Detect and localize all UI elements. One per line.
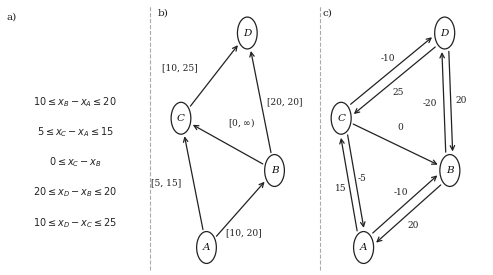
Text: D: D <box>441 29 449 37</box>
Text: [10, 25]: [10, 25] <box>162 63 198 72</box>
Text: b): b) <box>157 8 168 17</box>
Text: 0: 0 <box>398 123 404 132</box>
Circle shape <box>331 102 351 134</box>
Text: -20: -20 <box>423 99 437 108</box>
Text: C: C <box>177 114 185 123</box>
Text: c): c) <box>322 8 332 17</box>
Text: C: C <box>337 114 345 123</box>
Text: -10: -10 <box>380 54 394 63</box>
Circle shape <box>171 102 191 134</box>
Text: $20 \leq x_D - x_B \leq 20$: $20 \leq x_D - x_B \leq 20$ <box>33 186 117 199</box>
Text: A: A <box>203 243 210 252</box>
Text: 20: 20 <box>407 221 419 230</box>
Circle shape <box>197 232 216 263</box>
Circle shape <box>238 17 257 49</box>
Text: $10 \leq x_B - x_A \leq 20$: $10 \leq x_B - x_A \leq 20$ <box>34 95 117 109</box>
Text: 25: 25 <box>393 88 404 97</box>
Text: [20, 20]: [20, 20] <box>267 97 303 106</box>
Text: $0 \leq x_C - x_B$: $0 \leq x_C - x_B$ <box>49 155 102 169</box>
Text: B: B <box>271 166 279 175</box>
Circle shape <box>353 232 374 263</box>
Text: D: D <box>243 29 251 37</box>
Circle shape <box>440 155 460 186</box>
Text: A: A <box>360 243 367 252</box>
Text: [10, 20]: [10, 20] <box>226 228 262 237</box>
Circle shape <box>265 155 284 186</box>
Circle shape <box>435 17 455 49</box>
Text: [0, $\infty$): [0, $\infty$) <box>228 117 255 130</box>
Text: a): a) <box>6 12 16 21</box>
Text: 15: 15 <box>335 183 347 192</box>
Text: B: B <box>446 166 454 175</box>
Text: $10 \leq x_D - x_C \leq 25$: $10 \leq x_D - x_C \leq 25$ <box>33 216 117 230</box>
Text: 20: 20 <box>456 96 467 105</box>
Text: -10: -10 <box>393 188 408 197</box>
Text: -5: -5 <box>358 174 367 183</box>
Text: $5 \leq x_C - x_A \leq 15$: $5 \leq x_C - x_A \leq 15$ <box>36 125 114 139</box>
Text: [5, 15]: [5, 15] <box>151 178 181 187</box>
